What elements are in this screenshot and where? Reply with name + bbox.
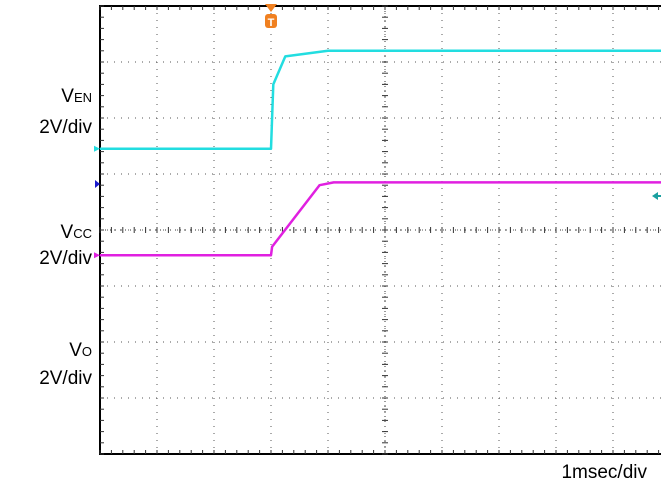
channel-label-vcc: VCC [0, 222, 92, 245]
channel-scale-ven: 2V/div [0, 117, 92, 139]
time-scale-label: 1msec/div [561, 462, 647, 484]
channel-scale-vo: 2V/div [0, 368, 92, 390]
trigger-badge-label: T [268, 17, 275, 29]
channel-label-ven: VEN [0, 86, 92, 109]
channel-label-vo: VO [0, 340, 92, 363]
channel-scale-vcc: 2V/div [0, 248, 92, 270]
